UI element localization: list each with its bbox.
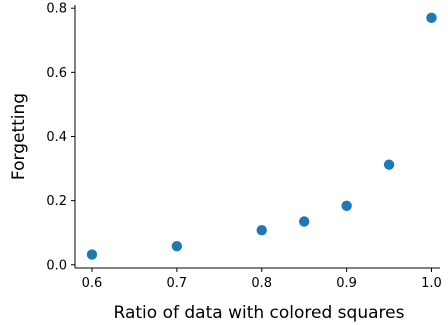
y-tick-label: 0.6 [46, 66, 67, 81]
data-point [298, 216, 310, 227]
data-point [383, 159, 395, 170]
y-axis-label: Forgetting [9, 93, 29, 180]
x-tick-label: 0.8 [251, 276, 272, 291]
x-tick-label: 0.6 [82, 276, 103, 291]
data-point [256, 224, 267, 236]
y-tick-label: 0.0 [46, 258, 67, 273]
x-axis-label: Ratio of data with colored squares [114, 303, 405, 323]
data-point [341, 200, 352, 211]
data-point [171, 240, 183, 252]
data-point [86, 249, 98, 260]
y-tick-label: 0.2 [46, 194, 67, 209]
x-axis-ticks: 0.6 0.7 0.8 0.9 1.0 [82, 268, 442, 291]
x-tick-label: 0.9 [336, 276, 357, 291]
y-tick-label: 0.4 [46, 130, 67, 145]
x-tick-label: 0.7 [167, 276, 188, 291]
y-axis-ticks: 0.0 0.2 0.4 0.6 0.8 [46, 2, 75, 273]
x-tick-label: 1.0 [421, 276, 442, 291]
y-tick-label: 0.8 [46, 2, 67, 17]
data-point [426, 12, 437, 24]
data-points [86, 12, 437, 260]
